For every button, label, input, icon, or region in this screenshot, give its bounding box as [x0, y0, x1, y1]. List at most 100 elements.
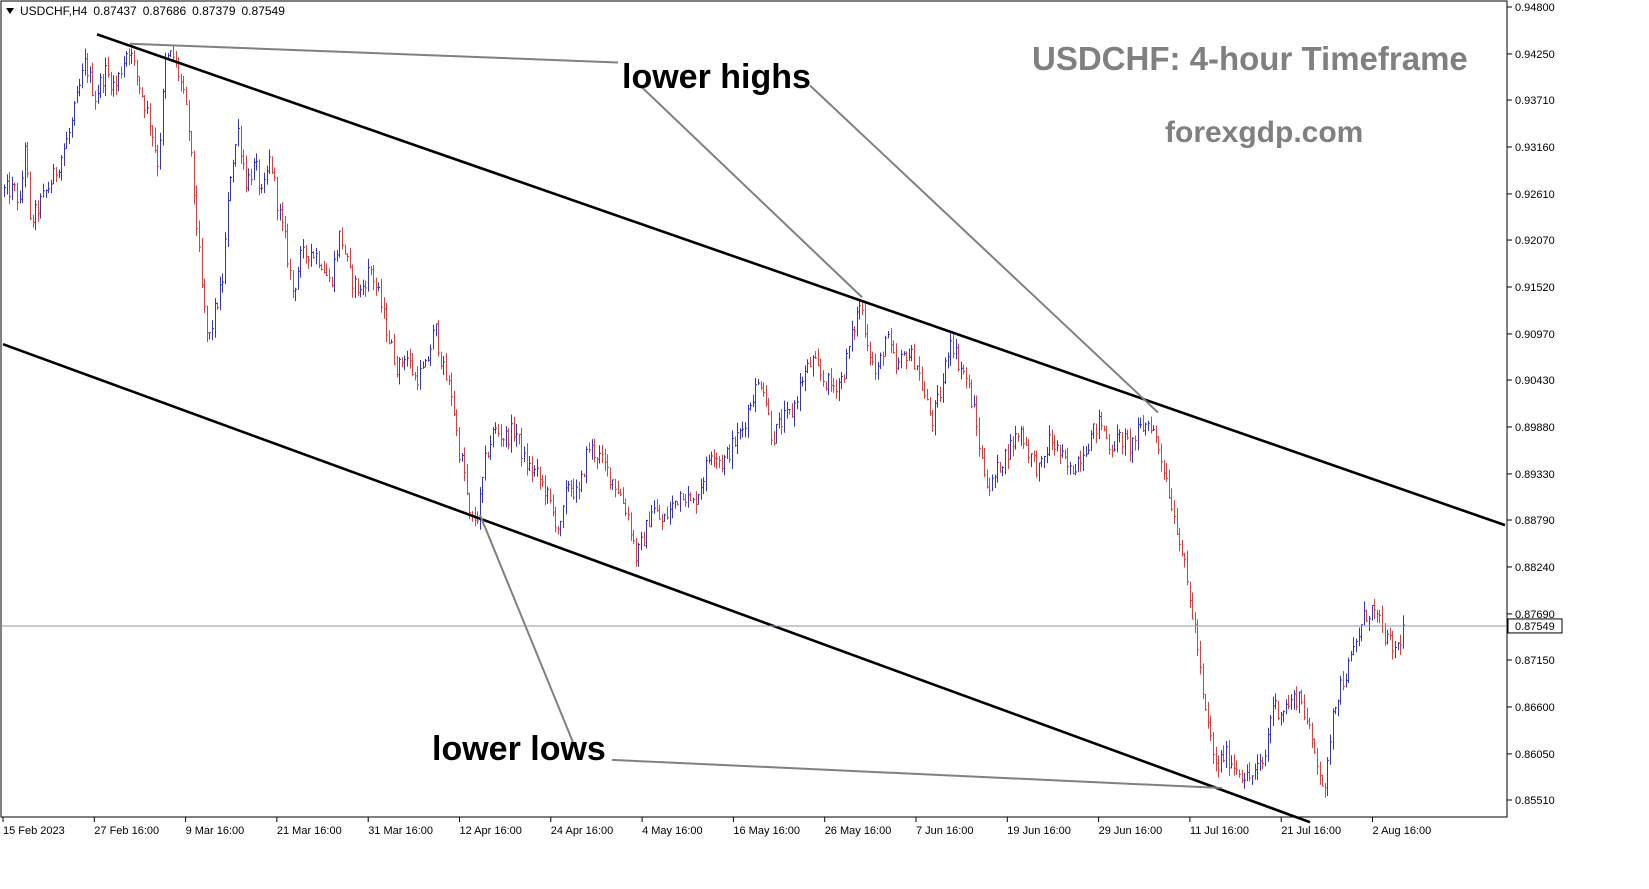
candle — [845, 348, 848, 380]
candle — [1235, 760, 1238, 775]
y-axis[interactable]: 0.94800 0.94250 0.93710 0.93160 0.92610 0.920… — [1507, 2, 1555, 807]
candle — [554, 506, 557, 533]
chart-title: USDCHF: 4-hour Timeframe — [1032, 40, 1468, 77]
candle — [1212, 732, 1215, 764]
candle — [874, 353, 877, 380]
candle — [1347, 657, 1350, 683]
candle — [645, 519, 648, 549]
y-tick-label: 0.91520 — [1515, 282, 1555, 294]
high-value: 0.87686 — [142, 4, 187, 18]
candle — [1001, 466, 1004, 477]
candle — [541, 474, 544, 488]
candle — [1386, 629, 1389, 645]
y-tick-label: 0.87150 — [1515, 655, 1555, 667]
y-tick-label: 0.88790 — [1515, 515, 1555, 527]
candle — [68, 128, 71, 145]
candle — [1282, 710, 1285, 723]
candle — [1295, 686, 1298, 711]
candle — [510, 414, 513, 453]
candle — [562, 505, 565, 528]
candle — [216, 302, 219, 310]
candle — [697, 494, 700, 505]
candle — [767, 397, 770, 416]
y-tick-label: 0.85510 — [1515, 795, 1555, 807]
candle — [190, 131, 193, 157]
candle — [952, 334, 955, 359]
current-price-tag-text: 0.87549 — [1515, 621, 1555, 633]
candle — [1126, 429, 1129, 440]
candle — [593, 438, 596, 463]
candle — [34, 199, 37, 231]
candle — [169, 50, 172, 57]
candle — [445, 352, 448, 381]
candle — [1082, 446, 1085, 472]
candle — [42, 183, 45, 198]
x-axis[interactable]: 15 Feb 2023 27 Feb 16:00 9 Mar 16:00 21 Mar… — [2, 817, 1432, 837]
candle — [1334, 706, 1337, 715]
candle — [247, 168, 250, 192]
candle — [897, 357, 900, 371]
lower-highs-pointer-2[interactable] — [639, 84, 863, 298]
y-tick-label: 0.92610 — [1515, 189, 1555, 201]
x-tick-label: 12 Apr 16:00 — [460, 825, 522, 837]
candle — [533, 465, 536, 477]
candle — [796, 396, 799, 410]
x-tick-label: 2 Aug 16:00 — [1373, 825, 1432, 837]
candle — [354, 275, 357, 299]
candle — [1030, 453, 1033, 468]
lower-highs-pointer-1[interactable] — [129, 42, 619, 64]
candle — [1204, 693, 1207, 712]
candle — [1365, 609, 1368, 623]
lower-highs-pointer-3[interactable] — [809, 84, 1159, 414]
candle — [793, 400, 796, 427]
x-tick-label: 11 Jul 16:00 — [1190, 825, 1249, 837]
candle — [78, 78, 81, 97]
candle — [112, 75, 115, 97]
candle — [3, 184, 6, 198]
upper-channel[interactable] — [96, 33, 1506, 527]
candle — [965, 367, 968, 389]
candle — [117, 72, 120, 92]
candle — [835, 379, 838, 399]
candle — [1108, 434, 1111, 455]
x-tick-label: 21 Mar 16:00 — [277, 825, 342, 837]
candle — [601, 444, 604, 464]
candle — [21, 170, 24, 204]
y-tick-label: 0.86050 — [1515, 749, 1555, 761]
candle — [416, 366, 419, 391]
candle — [926, 388, 929, 401]
candle — [536, 459, 539, 477]
candle — [146, 100, 149, 114]
x-tick-label: 26 May 16:00 — [825, 825, 892, 837]
candle — [442, 355, 445, 376]
y-tick-label: 0.93710 — [1515, 95, 1555, 107]
lower-lows-pointer-2[interactable] — [611, 758, 1223, 790]
candle — [658, 504, 661, 520]
candle — [432, 324, 435, 350]
current-price-tag-box — [1507, 618, 1563, 634]
lower-lows-pointer-1[interactable] — [479, 514, 577, 751]
candle — [86, 52, 89, 83]
candle — [242, 149, 245, 170]
candle — [107, 56, 110, 78]
lower-channel[interactable] — [2, 342, 1311, 824]
candle — [13, 182, 16, 191]
candle — [367, 258, 370, 292]
symbol-header[interactable]: USDCHF,H4 0.87437 0.87686 0.87379 0.8754… — [6, 4, 285, 18]
x-tick-label: 7 Jun 16:00 — [916, 825, 974, 837]
x-tick-label: 31 Mar 16:00 — [368, 825, 433, 837]
candle — [718, 455, 721, 469]
open-value: 0.87437 — [93, 4, 137, 18]
candle — [1355, 638, 1358, 653]
candle — [939, 386, 942, 403]
candle — [104, 57, 107, 97]
candles-group — [3, 46, 1405, 798]
candle — [741, 421, 744, 438]
x-tick-label: 16 May 16:00 — [733, 825, 800, 837]
candle — [138, 76, 141, 95]
candle — [484, 445, 487, 481]
candle — [1352, 637, 1355, 656]
dropdown-triangle-icon[interactable] — [6, 8, 14, 14]
